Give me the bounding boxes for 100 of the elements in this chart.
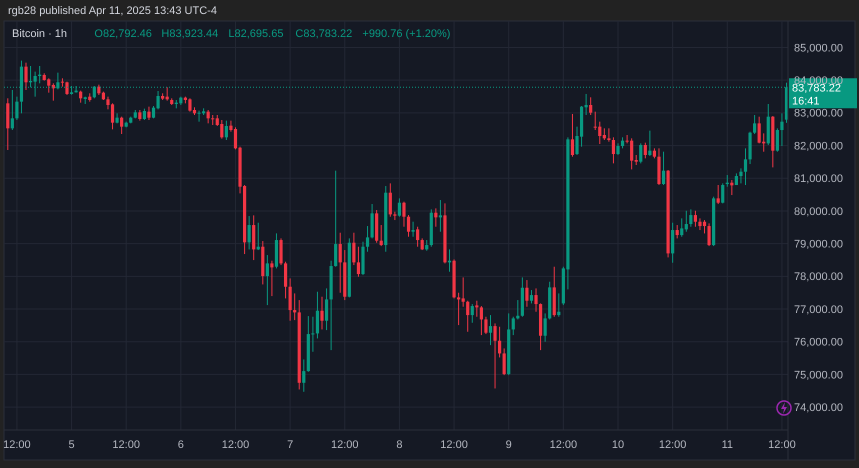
annotation: O82,792.46	[94, 28, 152, 40]
candlestick	[147, 106, 151, 120]
candlestick	[698, 218, 702, 231]
candlestick	[493, 322, 497, 389]
candlestick	[402, 201, 406, 228]
candlestick	[780, 112, 784, 147]
candlestick	[662, 151, 666, 186]
candlestick	[316, 291, 320, 339]
candlestick	[320, 296, 324, 330]
y-tick-label: 82,000.00	[794, 140, 843, 152]
candlestick	[24, 62, 28, 90]
annotation: C83,783.22	[295, 28, 352, 40]
candlestick	[744, 148, 748, 186]
candlestick	[512, 316, 515, 336]
candlestick	[79, 90, 82, 104]
candlestick	[110, 102, 114, 130]
candlestick	[416, 226, 420, 248]
candlestick	[288, 278, 292, 322]
x-tick-label: 12:00	[3, 439, 31, 451]
candlestick	[224, 120, 228, 141]
candlestick	[702, 220, 706, 234]
x-tick-label: 7	[287, 439, 294, 451]
candlestick	[142, 108, 146, 120]
candlestick	[206, 109, 210, 124]
candlestick	[652, 148, 656, 159]
candlestick	[721, 182, 724, 204]
x-tick-label: 10	[612, 439, 624, 451]
candlestick	[65, 81, 69, 96]
candlestick	[739, 168, 743, 184]
candlestick	[534, 288, 538, 312]
candlestick	[530, 290, 534, 304]
candlestick	[366, 226, 370, 252]
candlestick	[525, 280, 529, 308]
candlestick	[694, 210, 697, 228]
y-tick-label: 83,000.00	[794, 108, 843, 120]
candlestick	[356, 246, 360, 278]
candlestick	[616, 142, 620, 156]
x-tick-label: 12:00	[222, 439, 250, 451]
candlestick	[120, 116, 124, 134]
candlestick	[570, 113, 574, 158]
candlestick	[707, 222, 711, 247]
candlestick	[470, 304, 474, 324]
candlestick	[406, 214, 410, 238]
candlestick	[334, 170, 338, 268]
candlestick	[352, 232, 356, 266]
y-tick-label: 75,000.00	[794, 369, 843, 382]
candlestick	[197, 110, 201, 122]
candlestick	[420, 238, 424, 251]
candlestick	[10, 89, 14, 130]
x-tick-label: 12:00	[550, 439, 578, 451]
candlestick	[716, 184, 720, 205]
candlestick	[730, 180, 734, 196]
candlestick	[256, 222, 260, 251]
candlestick	[612, 136, 616, 164]
candlestick	[38, 65, 42, 84]
candlestick	[544, 312, 547, 342]
candlestick	[502, 348, 506, 376]
candlestick	[726, 174, 729, 188]
x-tick-label: 12:00	[768, 439, 796, 451]
x-tick-label: 12:00	[658, 439, 686, 451]
x-tick-label: 9	[506, 439, 512, 451]
y-tick-label: 77,000.00	[794, 304, 843, 316]
y-tick-label: 80,000.00	[794, 206, 843, 218]
y-tick-label: 74,000.00	[794, 402, 843, 414]
candlestick	[480, 306, 483, 336]
x-tick-label: 12:00	[112, 439, 140, 451]
candlestick	[466, 300, 470, 332]
x-tick-label: 12:00	[331, 439, 359, 451]
candlestick	[557, 292, 560, 318]
candlestick	[138, 109, 142, 122]
candlestick	[380, 224, 383, 247]
candlestick	[753, 114, 756, 135]
x-tick-label: 6	[178, 439, 184, 451]
candlestick	[398, 198, 402, 218]
candlestick	[448, 248, 452, 272]
x-tick-label: 8	[396, 439, 402, 451]
candlestick	[425, 240, 428, 252]
x-tick-label: 11	[722, 439, 733, 451]
candlestick	[689, 208, 692, 228]
candlestick	[115, 112, 119, 124]
candlestick	[188, 98, 192, 112]
candlestick	[516, 300, 520, 320]
candlestick	[388, 182, 392, 218]
y-tick-label: 79,000.00	[794, 238, 843, 250]
candlestick	[279, 238, 283, 266]
candlestick	[293, 292, 296, 321]
candlestick	[15, 96, 18, 120]
candlestick	[284, 261, 288, 299]
annotation: H83,923.44	[161, 28, 218, 40]
candlestick	[488, 314, 492, 346]
candlestick	[676, 224, 679, 239]
annotation: +990.76 (+1.20%)	[362, 28, 450, 40]
candlestick	[484, 316, 488, 335]
text: 16:41	[792, 95, 820, 108]
x-tick-label: 5	[68, 439, 75, 451]
y-tick-label: 81,000.00	[794, 173, 843, 186]
text: rgb28 published Apr 11, 2025 13:43 UTC-4	[8, 5, 217, 17]
candlestick	[434, 208, 438, 228]
candlestick	[270, 260, 274, 297]
y-tick-label: 78,000.00	[794, 271, 843, 284]
